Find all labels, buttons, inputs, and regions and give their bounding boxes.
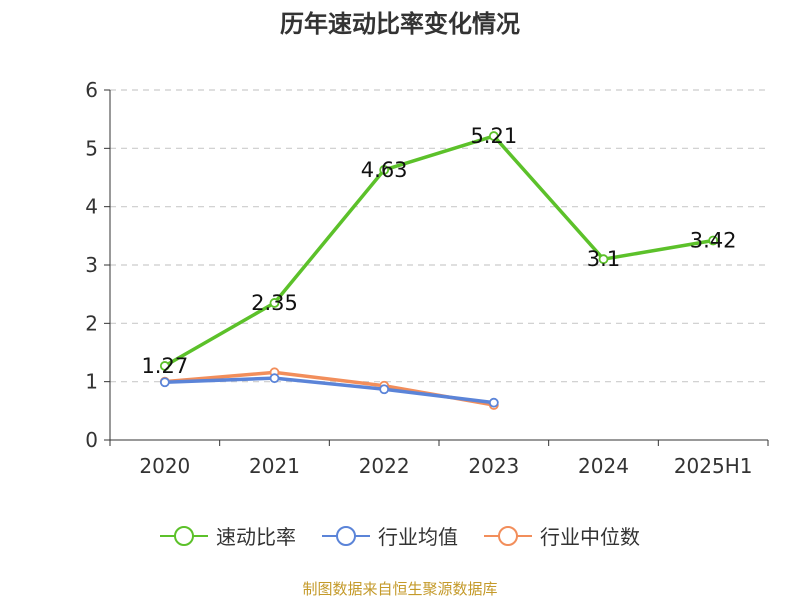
y-tick-label: 6	[85, 78, 98, 102]
series-line-2	[164, 376, 495, 405]
data-label: 2.35	[251, 291, 298, 315]
x-tick-label: 2021	[249, 454, 300, 478]
y-tick-label: 3	[85, 253, 98, 277]
legend-marker-series-2	[322, 525, 370, 546]
data-point-series-2	[488, 397, 499, 408]
data-point-series-2	[159, 377, 170, 388]
data-label: 5.21	[470, 124, 517, 148]
data-label: 4.63	[361, 158, 408, 182]
series-line-1	[163, 134, 714, 368]
line-chart: 0 1 2 3 4 5 6 2020 2021 2022 2023 2024 2025H1 1.27 2.…	[85, 78, 769, 478]
chart-title: 历年速动比率变化情况	[280, 10, 520, 38]
data-point-series-1	[269, 298, 280, 308]
data-point-series-1	[159, 361, 170, 371]
series-line-3	[164, 370, 495, 407]
legend-marker-series-3	[484, 525, 532, 546]
legend-item-series-2[interactable]: 行业均值	[322, 521, 458, 550]
legend-marker-series-1	[160, 525, 208, 546]
data-label: 3.42	[690, 229, 737, 253]
x-tick-label: 2020	[139, 454, 190, 478]
legend-label-series-1: 速动比率	[216, 525, 296, 549]
data-label: 1.27	[141, 354, 188, 378]
y-tick-label: 5	[85, 136, 98, 160]
x-tick-label: 2024	[578, 454, 629, 478]
data-label: 3.1	[587, 247, 620, 271]
legend: 速动比率 行业均值 行业中位数	[0, 521, 800, 550]
y-tick-label: 1	[85, 370, 98, 394]
source-note: 制图数据来自恒生聚源数据库	[302, 580, 498, 598]
x-tick-label: 2022	[359, 454, 410, 478]
data-point-series-1	[488, 131, 499, 141]
data-point-series-1	[708, 235, 719, 246]
x-tick-label: 2025H1	[674, 454, 753, 478]
y-tick-label: 0	[85, 428, 98, 452]
data-point-series-2	[379, 384, 390, 395]
data-point-series-1	[379, 165, 390, 175]
legend-item-series-1[interactable]: 速动比率	[160, 521, 296, 550]
legend-item-series-3[interactable]: 行业中位数	[484, 521, 640, 550]
legend-label-series-2: 行业均值	[378, 525, 458, 549]
data-point-series-2	[269, 373, 280, 384]
y-tick-label: 4	[85, 195, 98, 219]
data-point-series-1	[598, 254, 609, 265]
y-tick-label: 2	[85, 311, 98, 335]
legend-label-series-3: 行业中位数	[540, 525, 640, 549]
x-tick-label: 2023	[468, 454, 519, 478]
